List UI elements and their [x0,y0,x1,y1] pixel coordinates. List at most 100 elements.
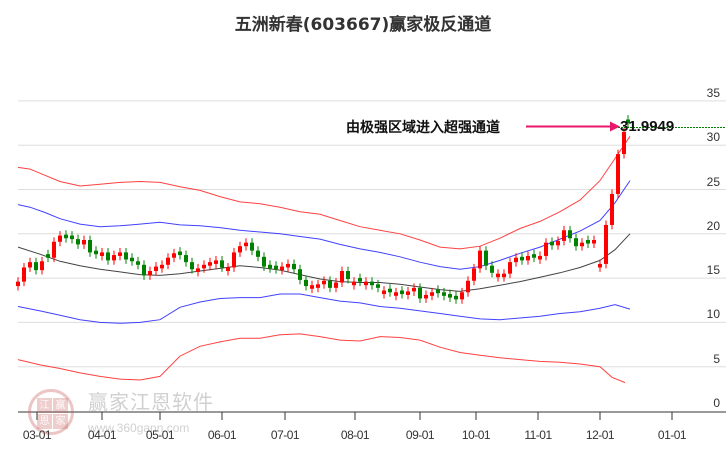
candle-body [556,240,560,246]
candle-body [610,193,614,225]
candle-body [382,290,386,295]
candle-body [454,295,458,300]
watermark-brand: 赢家江恩软件 [88,390,214,414]
candle-body [358,278,362,282]
candle-body [46,254,50,258]
arrow-head-icon [610,121,620,132]
watermark-logo-cell: 赢 [53,398,68,413]
candle-body [496,273,500,278]
candle-body [94,250,98,255]
y-tick-label: 10 [706,307,720,322]
candle-body [562,230,566,241]
candle-body [34,262,38,271]
x-tick-label: 08-01 [340,428,370,442]
price-label: 31.9949 [620,118,675,135]
y-tick-label: 30 [706,130,720,145]
candle-body [586,240,590,244]
candle-body [514,257,518,263]
candle-body [574,238,578,247]
candle-body [40,261,44,271]
candle-body [184,255,188,263]
candle-body [244,242,248,247]
candle-body [598,263,602,268]
candle-body [616,154,620,194]
annotation-arrow [526,121,726,132]
grid-lines [18,100,726,368]
candle-body [520,256,524,261]
candle-body [430,292,434,296]
candle-body [626,119,630,124]
candle-body [286,263,290,268]
candle-body [394,292,398,296]
candle-body [544,242,548,256]
candle-body [334,282,338,288]
candle-body [190,262,194,270]
x-tick-label: 12-01 [585,428,615,442]
candle-body [280,266,284,271]
candle-body [508,262,512,274]
x-tick-label: 01-01 [657,428,687,442]
watermark-logo-cell: 家 [53,414,68,429]
watermark-url: www.360gann.com [88,421,190,435]
candle-body [178,251,182,256]
band-line [17,333,626,384]
watermark-logo-icon: 江 赢 恩 家 [28,389,74,435]
candle-body [28,262,32,268]
candle-body [442,292,446,296]
candle-body [166,257,170,265]
candle-body [526,255,530,261]
y-tick-label: 25 [706,174,720,189]
candle-body [22,267,26,282]
x-tick-label: 05-01 [145,428,175,442]
candle-body [112,255,116,261]
candle-body [262,256,266,267]
candle-body [328,280,332,288]
chart-title: 五洲新春(603667)赢家极反通道 [234,15,492,35]
candle-body [346,271,350,279]
candle-body [154,266,158,272]
candle-body [196,268,200,272]
candle-body [106,252,110,261]
y-tick-label: 20 [706,218,720,233]
candle-body [172,253,176,258]
candle-body [424,294,428,299]
x-tick-label: 06-01 [207,428,237,442]
candle-body [142,264,146,276]
candle-body [478,250,482,269]
x-tick-label: 04-01 [87,428,117,442]
candle-body [220,260,224,268]
candle-body [130,257,134,262]
candle-body [256,250,260,257]
band-line [17,180,631,270]
candle-body [340,271,344,283]
candle-body [472,268,476,281]
candle-body [118,252,122,256]
candle-body [418,287,422,299]
candle-body [304,279,308,287]
candle-body [400,290,404,295]
candle-body [604,224,608,264]
candle-body [568,230,572,239]
candlesticks [16,115,630,304]
candle-body [16,281,20,287]
candle-body [538,255,542,260]
candle-body [376,284,380,288]
candle-body [58,235,62,242]
x-tick-label: 03-01 [22,428,52,442]
x-tick-label: 11-01 [524,428,552,442]
candle-body [250,242,254,251]
y-tick-label: 5 [713,351,720,366]
candle-body [100,252,104,256]
candle-body [592,240,596,244]
candle-body [238,246,242,253]
candle-body [484,250,488,266]
candle-body [580,242,584,247]
x-tick-label: 09-01 [405,428,435,442]
watermark-logo-cell: 江 [37,398,52,413]
candle-body [490,265,494,273]
candle-body [316,284,320,288]
candle-body [160,264,164,269]
candle-body [310,285,314,289]
candle-body [298,269,302,280]
